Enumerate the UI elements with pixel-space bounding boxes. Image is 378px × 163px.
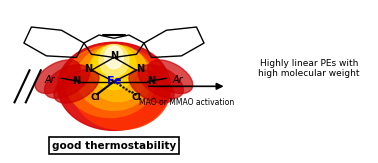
Text: N: N [136,64,144,74]
Text: Fe: Fe [107,76,121,87]
Ellipse shape [91,45,136,89]
Ellipse shape [54,70,99,103]
Text: Ar: Ar [45,75,56,85]
Ellipse shape [65,45,155,118]
Text: good thermostability: good thermostability [52,141,176,151]
Ellipse shape [76,46,152,110]
Text: MAO or MMAO activation: MAO or MMAO activation [139,97,234,107]
Text: Cl: Cl [132,93,141,102]
Text: N: N [110,51,118,61]
Ellipse shape [99,45,129,77]
Ellipse shape [45,65,90,98]
Text: N: N [84,64,92,74]
Ellipse shape [138,65,183,98]
Ellipse shape [35,60,80,93]
Ellipse shape [58,42,170,130]
Text: Cl: Cl [90,93,100,102]
Ellipse shape [88,45,148,102]
Text: Highly linear PEs with
high molecular weight: Highly linear PEs with high molecular we… [258,59,360,78]
Text: N: N [72,76,81,87]
Text: Ar: Ar [172,75,183,85]
Ellipse shape [129,70,174,103]
Ellipse shape [73,49,170,130]
Text: N: N [147,76,155,87]
Ellipse shape [148,60,193,93]
Ellipse shape [105,46,123,69]
